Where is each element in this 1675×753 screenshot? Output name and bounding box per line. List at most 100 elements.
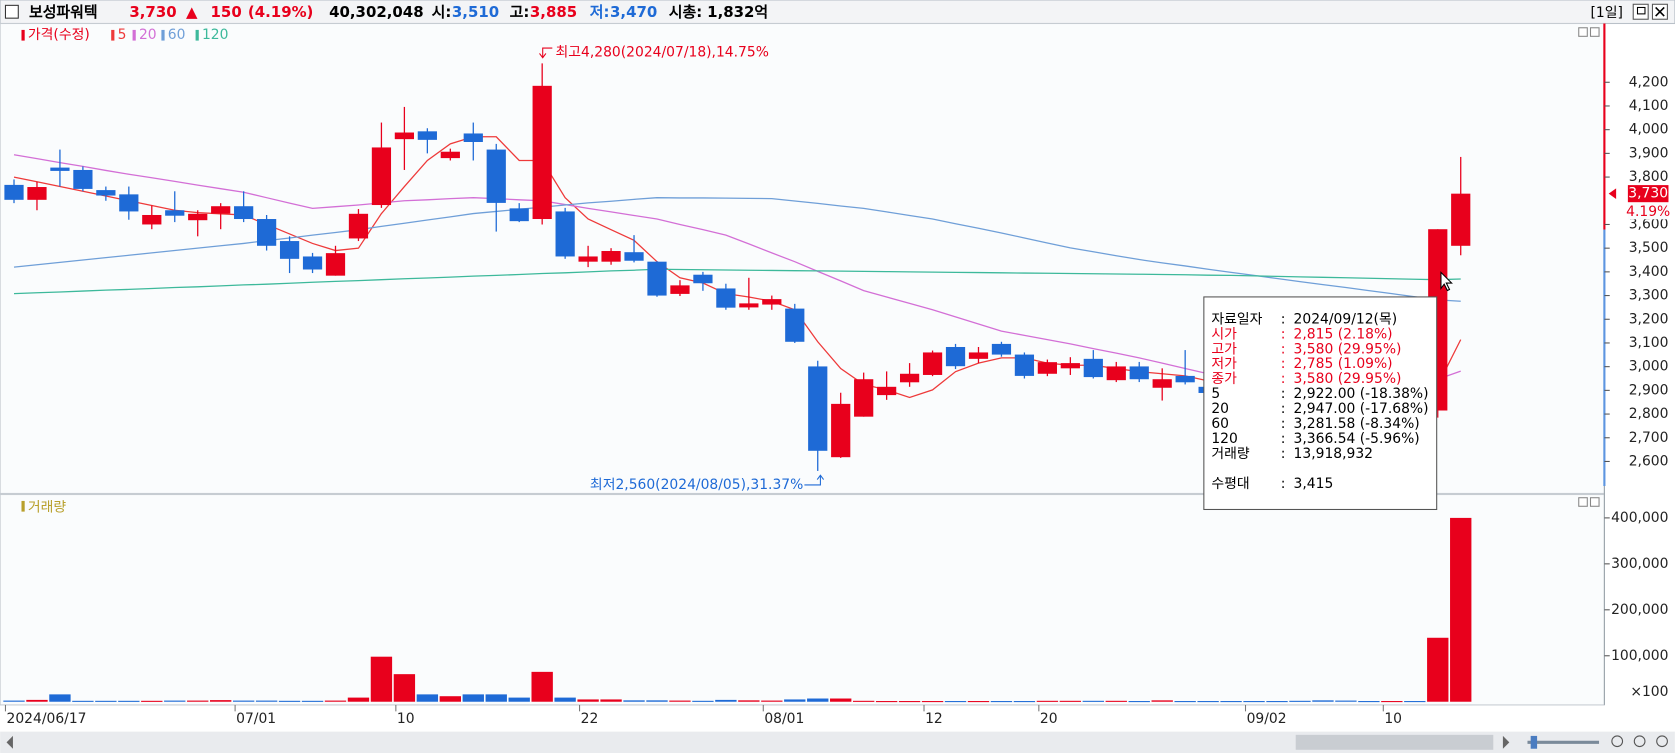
tooltip-label: 시가 xyxy=(1211,326,1237,342)
x-tick-label: 12 xyxy=(925,711,943,727)
legend-label: 120 xyxy=(202,27,228,43)
candle-body xyxy=(991,343,1012,355)
scroll-thumb[interactable] xyxy=(1295,734,1494,750)
candle-body xyxy=(371,147,392,206)
candle-body xyxy=(1106,366,1126,381)
volume-bar xyxy=(1128,701,1150,703)
volume-bar xyxy=(531,671,553,702)
cursor xyxy=(1440,271,1453,292)
tooltip-separator: : xyxy=(1281,311,1286,327)
candle-body xyxy=(1083,358,1103,378)
volume-bar xyxy=(210,700,232,702)
y-tick-label: 3,400 xyxy=(1629,264,1669,280)
volume-bar xyxy=(692,700,714,702)
candle-body xyxy=(50,167,70,171)
volume-bar xyxy=(1243,701,1265,703)
volume-bar xyxy=(1082,700,1104,702)
volume-bar xyxy=(393,674,416,702)
volume-bar xyxy=(72,700,94,702)
low-arrow xyxy=(804,474,825,486)
zoom-reset[interactable] xyxy=(1656,735,1668,748)
x-tick-label: 07/01 xyxy=(236,711,276,727)
volume-bar xyxy=(347,697,370,702)
volume-bar xyxy=(1335,700,1357,702)
volume-bar xyxy=(141,700,163,702)
candle-body xyxy=(440,151,460,159)
y-tick-label: 3,900 xyxy=(1629,145,1669,161)
y-tick-label: 200,000 xyxy=(1611,602,1668,618)
current-price-pointer xyxy=(1608,188,1617,199)
period[interactable]: [1일] xyxy=(1591,5,1623,21)
y-tick-label: 400,000 xyxy=(1611,510,1668,526)
restore-button[interactable] xyxy=(1632,3,1649,20)
tooltip-value: 2024/09/12(목) xyxy=(1294,311,1398,327)
volume-bar xyxy=(1151,700,1173,702)
candle-body xyxy=(854,379,874,417)
candle-body xyxy=(165,210,185,216)
legend: 가격(수정) 거래량 5 20 60 120 xyxy=(21,27,228,515)
legend-marker xyxy=(161,29,165,41)
tooltip-label: 고가 xyxy=(1211,341,1237,357)
candle-body xyxy=(899,373,920,383)
volume-bar xyxy=(898,701,921,703)
panel-close-button[interactable] xyxy=(1589,27,1600,37)
scroll-left[interactable] xyxy=(6,735,13,749)
candle-body xyxy=(119,194,139,212)
volume-bar xyxy=(1450,517,1472,702)
candle-body xyxy=(1129,366,1149,380)
panel-close-button[interactable] xyxy=(1589,497,1600,507)
tooltip-separator: : xyxy=(1281,431,1286,447)
zoom-in[interactable] xyxy=(1633,735,1646,748)
volume-bar xyxy=(1059,700,1082,702)
volume-bar xyxy=(1266,701,1288,703)
volume-bar xyxy=(944,701,967,703)
legend-label: 20 xyxy=(139,27,157,43)
zoom-handle[interactable] xyxy=(1530,735,1538,749)
volume-bar xyxy=(554,697,576,702)
volume-bar xyxy=(95,700,117,702)
tooltip-separator: : xyxy=(1281,341,1286,357)
change: 150 xyxy=(211,3,242,21)
candle-body xyxy=(808,366,828,451)
scroll-right[interactable] xyxy=(1502,735,1510,749)
volume-bar xyxy=(49,694,71,702)
volume-bar xyxy=(577,699,599,702)
candle-body xyxy=(279,241,300,259)
volume-bar xyxy=(623,700,645,702)
tooltip-label: 자료일자 xyxy=(1211,311,1262,327)
tooltip: 자료일자:2024/09/12(목)시가:2,815 (2.18%)고가:3,5… xyxy=(1211,311,1428,491)
y-tick-label: 3,000 xyxy=(1629,359,1669,375)
y-tick-label: 3,100 xyxy=(1629,335,1669,351)
x-tick-label: 22 xyxy=(581,711,599,727)
candle-body xyxy=(1451,193,1471,246)
candle-body xyxy=(188,213,208,221)
candle-body xyxy=(1037,362,1057,374)
volume-bar xyxy=(738,700,760,702)
panel-max-button[interactable] xyxy=(1578,497,1588,507)
candle-body xyxy=(1060,363,1080,369)
volume-bar xyxy=(761,700,783,702)
y-tick-label: 4,200 xyxy=(1629,74,1669,90)
candle-body xyxy=(601,251,621,262)
annotation: 최고4,280(2024/07/18),14.75% xyxy=(556,44,769,60)
scrollbar xyxy=(0,731,1675,753)
volume-bar xyxy=(921,701,944,703)
candle-body xyxy=(670,285,690,294)
volume-bar xyxy=(439,696,461,702)
panel-max-button[interactable] xyxy=(1578,27,1588,37)
volume-bar xyxy=(164,700,186,702)
high-label: 고: xyxy=(510,3,530,21)
checkbox[interactable] xyxy=(4,4,19,19)
candle-body xyxy=(211,206,231,214)
x-tick-label: 2024/06/17 xyxy=(7,711,87,727)
volume-bar xyxy=(26,699,48,702)
zoom-out[interactable] xyxy=(1611,735,1624,748)
candle-body xyxy=(302,256,323,270)
cap: 1,832억 xyxy=(707,3,768,21)
candle-body xyxy=(762,299,782,305)
volume-bar xyxy=(990,701,1013,703)
volume-bar xyxy=(967,701,990,703)
volume-bar xyxy=(324,700,347,702)
current-price-box xyxy=(1627,185,1669,203)
